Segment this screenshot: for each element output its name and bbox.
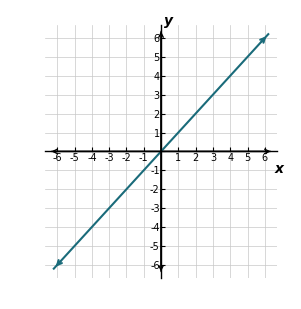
Text: x: x — [274, 162, 283, 176]
Text: y: y — [164, 14, 173, 28]
